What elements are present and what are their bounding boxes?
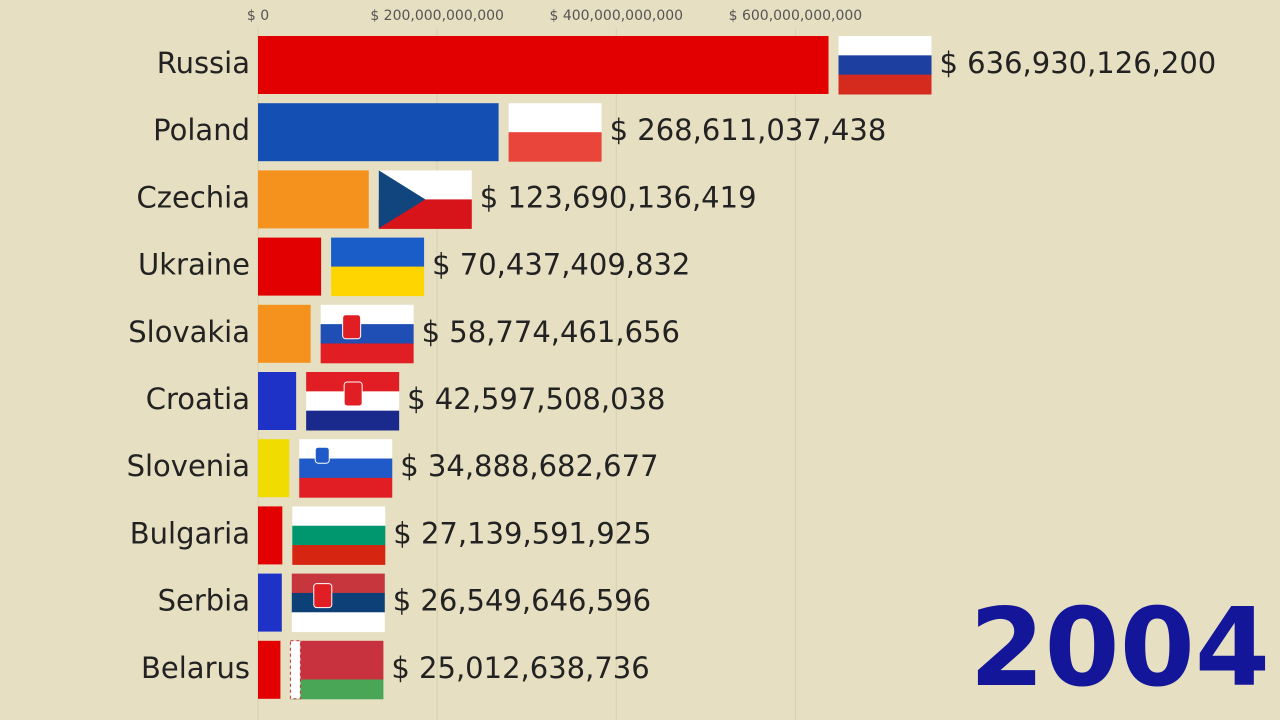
bar bbox=[258, 506, 283, 565]
flag-emblem bbox=[313, 583, 333, 609]
x-tick-label: $ 200,000,000,000 bbox=[370, 8, 504, 24]
flag-stripe bbox=[291, 573, 385, 594]
flag-stripe bbox=[299, 458, 393, 479]
flag-triangle bbox=[378, 170, 426, 229]
flag-stripe bbox=[292, 545, 386, 565]
flag-stripe bbox=[306, 410, 400, 431]
bar bbox=[258, 573, 282, 632]
value-label: $ 34,888,682,677 bbox=[400, 449, 658, 483]
category-label: Slovenia bbox=[127, 449, 250, 483]
value-label: $ 70,437,409,832 bbox=[432, 248, 690, 282]
x-tick-label: $ 600,000,000,000 bbox=[729, 8, 863, 24]
bar bbox=[258, 372, 297, 430]
flag bbox=[378, 170, 472, 229]
value-label: $ 123,690,136,419 bbox=[480, 180, 757, 214]
flag-stripe bbox=[508, 103, 602, 133]
value-label: $ 27,139,591,925 bbox=[393, 516, 651, 550]
flag-emblem bbox=[343, 381, 363, 407]
bar bbox=[258, 36, 829, 94]
bar bbox=[258, 237, 322, 296]
flag bbox=[331, 237, 425, 297]
bar bbox=[258, 640, 281, 699]
flag-ornament bbox=[289, 640, 301, 700]
flag-stripe bbox=[291, 612, 385, 633]
flag-stripe bbox=[838, 55, 932, 76]
bar bbox=[258, 304, 311, 363]
value-label: $ 636,930,126,200 bbox=[940, 46, 1217, 80]
value-label: $ 26,549,646,596 bbox=[393, 584, 651, 618]
value-label: $ 25,012,638,736 bbox=[391, 651, 649, 685]
flag-stripe bbox=[290, 660, 384, 680]
flag-stripe bbox=[331, 237, 425, 268]
flag-stripe bbox=[508, 132, 602, 162]
category-label: Poland bbox=[153, 113, 250, 147]
flag-emblem bbox=[314, 446, 330, 464]
x-tick-label: $ 0 bbox=[247, 8, 269, 24]
flag-stripe bbox=[320, 324, 414, 344]
flag-stripe bbox=[291, 592, 385, 613]
flag-stripe bbox=[292, 525, 386, 546]
flag-stripe bbox=[299, 477, 393, 498]
flag bbox=[508, 103, 602, 162]
category-label: Bulgaria bbox=[130, 516, 250, 550]
flag bbox=[292, 506, 386, 565]
flag-stripe bbox=[838, 74, 932, 95]
flag bbox=[299, 439, 393, 498]
flag-stripe bbox=[838, 36, 932, 56]
year-label: 2004 bbox=[969, 586, 1270, 711]
flag bbox=[320, 304, 414, 364]
flag-stripe bbox=[290, 679, 384, 700]
value-label: $ 268,611,037,438 bbox=[610, 113, 887, 147]
flag-emblem bbox=[342, 314, 362, 340]
value-label: $ 42,597,508,038 bbox=[407, 382, 665, 416]
flag-stripe bbox=[290, 640, 384, 661]
category-label: Russia bbox=[157, 46, 250, 80]
value-label: $ 58,774,461,656 bbox=[422, 315, 680, 349]
category-label: Serbia bbox=[158, 584, 250, 618]
x-tick-label: $ 400,000,000,000 bbox=[549, 8, 683, 24]
flag bbox=[838, 36, 932, 95]
flag-stripe bbox=[292, 506, 386, 527]
flag bbox=[291, 573, 385, 633]
category-label: Belarus bbox=[141, 651, 250, 685]
bar bbox=[258, 439, 290, 498]
flag-stripe bbox=[320, 304, 414, 325]
flag-stripe bbox=[299, 439, 393, 460]
category-label: Slovakia bbox=[128, 315, 250, 349]
category-label: Ukraine bbox=[138, 248, 250, 282]
flag bbox=[306, 372, 400, 431]
flag-stripe bbox=[320, 343, 414, 364]
bar bbox=[258, 170, 369, 229]
category-label: Croatia bbox=[146, 382, 250, 416]
category-label: Czechia bbox=[137, 180, 250, 214]
flag bbox=[289, 640, 384, 700]
flag-stripe bbox=[331, 266, 425, 297]
bar bbox=[258, 103, 499, 162]
